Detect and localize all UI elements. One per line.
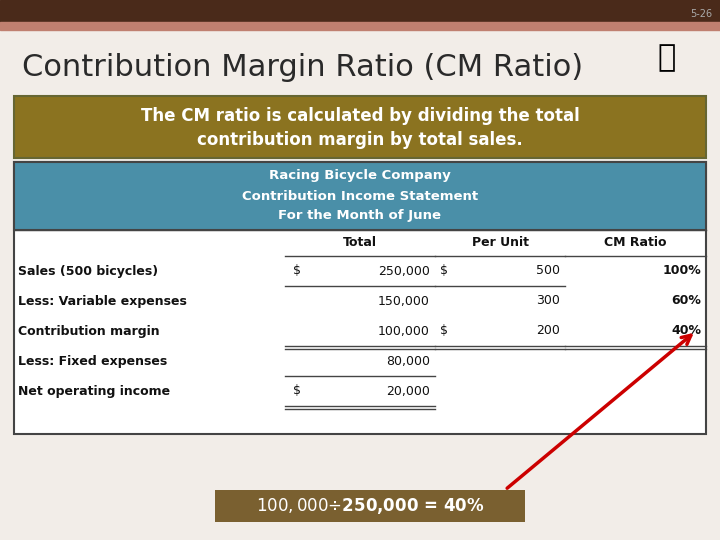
Text: CM Ratio: CM Ratio bbox=[604, 237, 667, 249]
Bar bbox=[0, 0, 720, 22]
Text: Sales (500 bicycles): Sales (500 bicycles) bbox=[18, 265, 158, 278]
Text: 500: 500 bbox=[536, 265, 560, 278]
Text: 100,000: 100,000 bbox=[378, 325, 430, 338]
Text: $100,000 ÷ $250,000 = 40%: $100,000 ÷ $250,000 = 40% bbox=[256, 496, 485, 516]
Text: Less: Fixed expenses: Less: Fixed expenses bbox=[18, 354, 167, 368]
Text: Total: Total bbox=[343, 237, 377, 249]
Text: 200: 200 bbox=[536, 325, 560, 338]
Text: Contribution Income Statement: Contribution Income Statement bbox=[242, 190, 478, 202]
Text: $: $ bbox=[440, 325, 448, 338]
Text: 5-26: 5-26 bbox=[690, 9, 712, 19]
Text: Racing Bicycle Company: Racing Bicycle Company bbox=[269, 170, 451, 183]
Bar bbox=[0, 22, 720, 30]
Text: 20,000: 20,000 bbox=[386, 384, 430, 397]
Bar bbox=[215, 490, 525, 522]
Text: $: $ bbox=[293, 265, 301, 278]
Text: 40%: 40% bbox=[671, 325, 701, 338]
Bar bbox=[628, 30, 706, 98]
Bar bbox=[14, 96, 706, 158]
Text: 250,000: 250,000 bbox=[378, 265, 430, 278]
Text: Less: Variable expenses: Less: Variable expenses bbox=[18, 294, 187, 307]
Text: Per Unit: Per Unit bbox=[472, 237, 528, 249]
Bar bbox=[14, 162, 706, 434]
Text: Contribution margin: Contribution margin bbox=[18, 325, 160, 338]
Text: Contribution Margin Ratio (CM Ratio): Contribution Margin Ratio (CM Ratio) bbox=[22, 53, 583, 83]
Text: $: $ bbox=[440, 265, 448, 278]
Text: For the Month of June: For the Month of June bbox=[279, 210, 441, 222]
Text: Net operating income: Net operating income bbox=[18, 384, 170, 397]
Bar bbox=[14, 162, 706, 230]
Text: $: $ bbox=[293, 384, 301, 397]
Text: 60%: 60% bbox=[671, 294, 701, 307]
Text: 150,000: 150,000 bbox=[378, 294, 430, 307]
Text: 300: 300 bbox=[536, 294, 560, 307]
Text: 100%: 100% bbox=[662, 265, 701, 278]
Text: contribution margin by total sales.: contribution margin by total sales. bbox=[197, 131, 523, 149]
Text: 🚴: 🚴 bbox=[658, 43, 676, 72]
Text: 80,000: 80,000 bbox=[386, 354, 430, 368]
Text: The CM ratio is calculated by dividing the total: The CM ratio is calculated by dividing t… bbox=[140, 107, 580, 125]
